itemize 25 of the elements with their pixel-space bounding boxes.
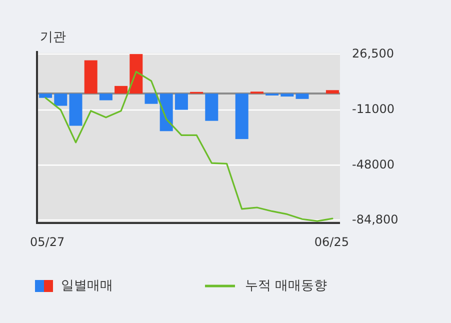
bar (174, 94, 188, 110)
bar (84, 60, 98, 94)
bar (69, 94, 82, 126)
bar (205, 94, 218, 121)
bar (326, 90, 339, 94)
y-tick-label: 26,500 (352, 46, 394, 60)
bar (130, 54, 143, 94)
legend-label: 일별매매 (61, 278, 113, 294)
y-tick-label: -84,800 (352, 212, 398, 226)
bar (54, 94, 68, 106)
x-tick-label: 06/25 (314, 235, 349, 249)
bar (280, 94, 294, 97)
x-tick-label: 05/27 (30, 235, 65, 249)
line-series (44, 70, 334, 222)
bar (99, 94, 112, 100)
bar (160, 94, 173, 132)
y-tick-label: -11000 (352, 102, 395, 116)
bar (39, 94, 52, 98)
chart-title: 기관 (40, 30, 66, 45)
y-tick-label: -48000 (352, 157, 395, 172)
bar (144, 94, 158, 104)
bar (114, 86, 128, 94)
legend-label: 누적 매매동향 (245, 278, 328, 294)
bar (235, 94, 248, 140)
bar (296, 94, 309, 99)
